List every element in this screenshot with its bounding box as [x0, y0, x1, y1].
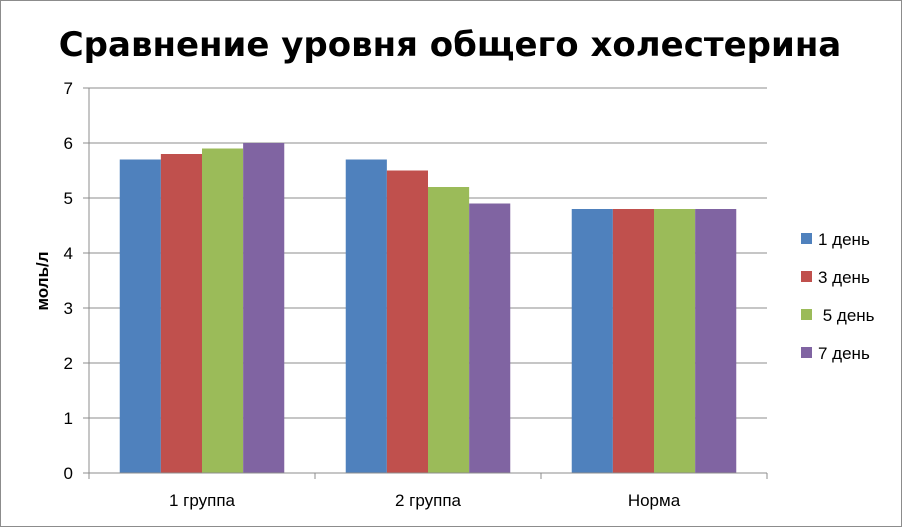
legend-label: 7 день: [818, 344, 870, 363]
legend-swatch: [801, 271, 812, 282]
x-tick-label: 2 группа: [395, 491, 462, 510]
bar: [612, 209, 654, 473]
y-tick-label: 5: [64, 189, 73, 208]
bar: [202, 148, 244, 473]
bar: [695, 209, 737, 473]
y-tick-labels: 0 1 2 3 4 5 6 7: [64, 79, 73, 483]
legend-swatch: [801, 347, 812, 358]
x-tick-label: 1 группа: [169, 491, 236, 510]
y-axis-label: моль/л: [33, 251, 52, 310]
bar: [469, 203, 511, 473]
x-tick-labels: 1 группа 2 группа Норма: [169, 491, 681, 510]
y-tick-label: 1: [64, 409, 73, 428]
bar: [119, 159, 161, 473]
legend: 1 день 3 день 5 день 7 день: [801, 230, 875, 363]
legend-label: 1 день: [818, 230, 870, 249]
axes: [88, 88, 768, 479]
legend-swatch: [801, 309, 812, 320]
bar: [654, 209, 696, 473]
bar: [571, 209, 613, 473]
y-tick-label: 7: [64, 79, 73, 98]
bar: [345, 159, 387, 473]
bar: [428, 187, 470, 473]
y-tick-label: 2: [64, 354, 73, 373]
legend-label: 5 день: [818, 306, 875, 325]
y-tick-label: 0: [64, 464, 73, 483]
legend-swatch: [801, 233, 812, 244]
y-tick-label: 6: [64, 134, 73, 153]
y-tick-label: 4: [64, 244, 73, 263]
y-tick-label: 3: [64, 299, 73, 318]
bar: [160, 154, 202, 473]
legend-label: 3 день: [818, 268, 870, 287]
x-tick-label: Норма: [628, 491, 681, 510]
bar: [386, 170, 428, 473]
bar: [243, 143, 285, 473]
bars: [119, 143, 737, 473]
chart-title: Сравнение уровня общего холестерина: [59, 25, 842, 65]
